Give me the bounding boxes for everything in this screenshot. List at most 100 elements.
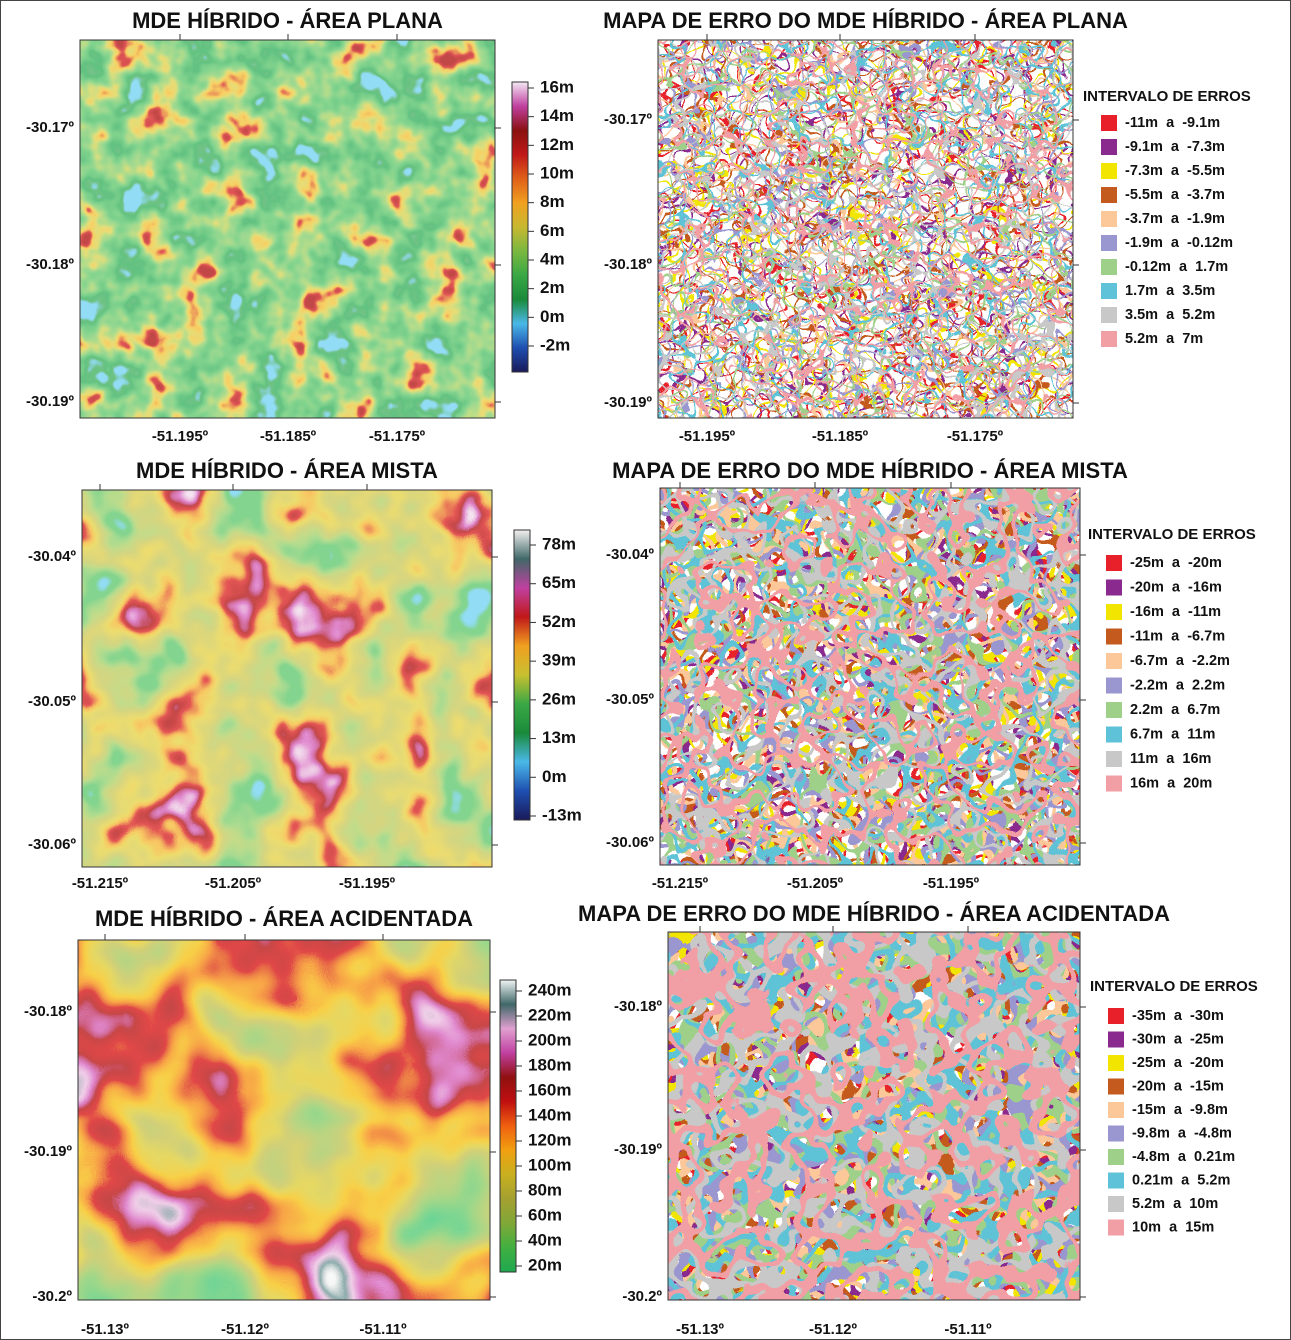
y-tick-label: -30.18º bbox=[24, 1003, 73, 1020]
legend-label: -9.8m a -4.8m bbox=[1132, 1125, 1232, 1141]
legend-label: 1.7m a 3.5m bbox=[1125, 283, 1215, 299]
colorbar-label: 14m bbox=[540, 106, 574, 125]
legend-label: -20m a -16m bbox=[1130, 579, 1222, 595]
x-tick-label: -51.175º bbox=[947, 428, 1004, 445]
x-tick-label: -51.11º bbox=[944, 1321, 992, 1338]
legend-swatch bbox=[1108, 1196, 1124, 1212]
y-tick-label: -30.18º bbox=[614, 998, 663, 1015]
x-tick-label: -51.11º bbox=[359, 1321, 407, 1338]
legend-swatch bbox=[1108, 1220, 1124, 1236]
y-tick-label: -30.17º bbox=[26, 119, 75, 136]
y-tick-label: -30.06º bbox=[606, 834, 655, 851]
colorbar-label: 12m bbox=[540, 135, 574, 154]
x-tick-label: -51.195º bbox=[923, 875, 980, 892]
x-tick-label: -51.215º bbox=[72, 875, 129, 892]
legend-label: -15m a -9.8m bbox=[1132, 1102, 1228, 1118]
panel-title: MAPA DE ERRO DO MDE HÍBRIDO - ÁREA ACIDE… bbox=[578, 901, 1170, 926]
legend-swatch bbox=[1108, 1173, 1124, 1189]
panel-title: MDE HÍBRIDO - ÁREA ACIDENTADA bbox=[95, 906, 473, 931]
x-tick-label: -51.185º bbox=[812, 428, 869, 445]
y-tick-label: -30.05º bbox=[606, 691, 655, 708]
y-tick-label: -30.18º bbox=[26, 256, 75, 273]
colorbar-label: 160m bbox=[528, 1080, 571, 1099]
colorbar-label: -13m bbox=[542, 805, 582, 824]
y-tick-label: -30.17º bbox=[604, 111, 653, 128]
y-tick-label: -30.04º bbox=[28, 548, 77, 565]
legend-label: -25m a -20m bbox=[1130, 555, 1222, 571]
legend-swatch bbox=[1101, 211, 1117, 227]
colorbar-label: 13m bbox=[542, 728, 576, 747]
panel-title: MAPA DE ERRO DO MDE HÍBRIDO - ÁREA PLANA bbox=[603, 8, 1128, 33]
elevation-map bbox=[80, 40, 495, 418]
colorbar-label: 220m bbox=[528, 1005, 571, 1024]
colorbar-label: -2m bbox=[540, 335, 570, 354]
legend-swatch bbox=[1106, 653, 1122, 669]
error-class-area bbox=[660, 488, 1080, 865]
colorbar-label: 100m bbox=[528, 1155, 571, 1174]
legend-swatch bbox=[1101, 187, 1117, 203]
legend-swatch bbox=[1106, 678, 1122, 694]
legend-title: INTERVALO DE ERROS bbox=[1090, 978, 1258, 995]
legend-label: 6.7m a 11m bbox=[1130, 726, 1215, 742]
legend-title: INTERVALO DE ERROS bbox=[1083, 88, 1251, 105]
legend-label: -5.5m a -3.7m bbox=[1125, 187, 1225, 203]
legend-swatch bbox=[1101, 283, 1117, 299]
colorbar bbox=[512, 82, 528, 372]
legend-label: -6.7m a -2.2m bbox=[1130, 653, 1230, 669]
elevation-map bbox=[78, 940, 490, 1300]
colorbar-label: 60m bbox=[528, 1205, 562, 1224]
colorbar-label: 200m bbox=[528, 1030, 571, 1049]
legend-title: INTERVALO DE ERROS bbox=[1088, 526, 1256, 543]
y-tick-label: -30.2º bbox=[32, 1288, 72, 1305]
y-tick-label: -30.19º bbox=[604, 394, 653, 411]
legend-label: -25m a -20m bbox=[1132, 1055, 1224, 1071]
x-tick-label: -51.175º bbox=[369, 428, 426, 445]
colorbar-label: 16m bbox=[540, 77, 574, 96]
y-tick-label: -30.19º bbox=[26, 393, 75, 410]
legend-swatch bbox=[1108, 1079, 1124, 1095]
legend-label: -11m a -6.7m bbox=[1130, 628, 1225, 644]
elevation-map bbox=[82, 490, 492, 867]
legend-label: 11m a 16m bbox=[1130, 751, 1211, 767]
y-tick-label: -30.04º bbox=[606, 546, 655, 563]
legend-swatch bbox=[1101, 259, 1117, 275]
y-tick-label: -30.19º bbox=[614, 1141, 663, 1158]
x-tick-label: -51.205º bbox=[205, 875, 262, 892]
legend-swatch bbox=[1101, 163, 1117, 179]
legend-label: 5.2m a 7m bbox=[1125, 331, 1203, 347]
colorbar-label: 240m bbox=[528, 980, 571, 999]
x-tick-label: -51.13º bbox=[676, 1321, 725, 1338]
panel-title: MDE HÍBRIDO - ÁREA MISTA bbox=[136, 458, 438, 483]
colorbar-label: 6m bbox=[540, 221, 565, 240]
x-tick-label: -51.205º bbox=[787, 875, 844, 892]
colorbar bbox=[500, 980, 516, 1272]
legend-swatch bbox=[1108, 1055, 1124, 1071]
legend-swatch bbox=[1106, 629, 1122, 645]
colorbar-label: 20m bbox=[528, 1255, 562, 1274]
error-class-area bbox=[658, 40, 1073, 418]
legend-label: 16m a 20m bbox=[1130, 775, 1212, 791]
legend-label: -11m a -9.1m bbox=[1125, 115, 1220, 131]
legend-label: -4.8m a 0.21m bbox=[1132, 1149, 1235, 1165]
colorbar-label: 80m bbox=[528, 1180, 562, 1199]
legend-swatch bbox=[1108, 1008, 1124, 1024]
colorbar-label: 78m bbox=[542, 534, 576, 553]
x-tick-label: -51.195º bbox=[152, 428, 209, 445]
legend-label: -0.12m a 1.7m bbox=[1125, 259, 1228, 275]
x-tick-label: -51.12º bbox=[221, 1321, 270, 1338]
legend-swatch bbox=[1108, 1032, 1124, 1048]
colorbar-label: 40m bbox=[528, 1230, 562, 1249]
colorbar-label: 4m bbox=[540, 249, 565, 268]
panel-title: MAPA DE ERRO DO MDE HÍBRIDO - ÁREA MISTA bbox=[612, 458, 1128, 483]
legend-swatch bbox=[1101, 331, 1117, 347]
colorbar-label: 39m bbox=[542, 651, 576, 670]
legend-swatch bbox=[1101, 115, 1117, 131]
colorbar-label: 0m bbox=[542, 767, 567, 786]
legend-label: -9.1m a -7.3m bbox=[1125, 139, 1225, 155]
colorbar-label: 8m bbox=[540, 192, 565, 211]
legend-label: -35m a -30m bbox=[1132, 1008, 1224, 1024]
y-tick-label: -30.05º bbox=[28, 693, 77, 710]
legend-label: 10m a 15m bbox=[1132, 1219, 1214, 1235]
legend-label: -16m a -11m bbox=[1130, 604, 1221, 620]
y-tick-label: -30.2º bbox=[622, 1288, 662, 1305]
